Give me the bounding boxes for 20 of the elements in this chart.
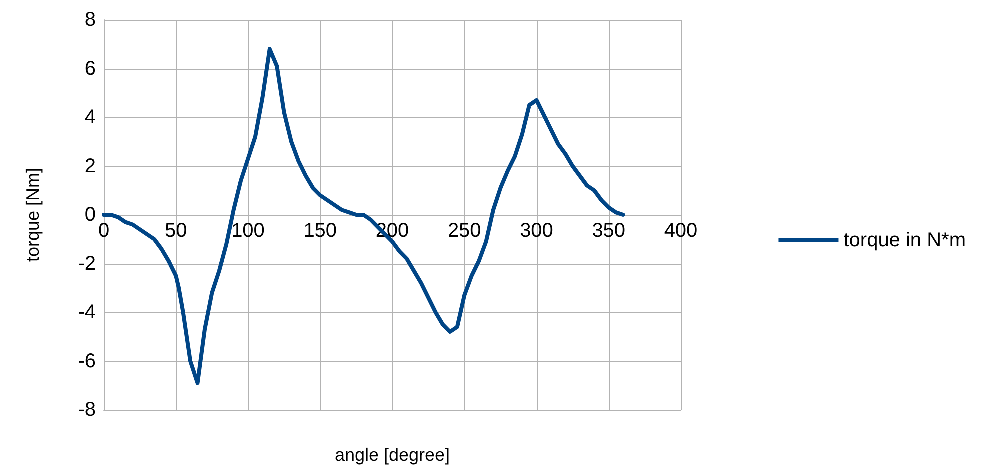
x-tick-label: 0 bbox=[98, 220, 110, 242]
y-tick-label: 0 bbox=[84, 204, 96, 226]
y-tick-label: -8 bbox=[78, 399, 96, 421]
x-tick-label: 150 bbox=[304, 220, 338, 242]
x-tick-label: 300 bbox=[520, 220, 554, 242]
y-tick-label: -4 bbox=[78, 302, 96, 324]
y-tick-label: 2 bbox=[84, 155, 96, 178]
x-tick-label: 350 bbox=[592, 220, 626, 242]
x-tick-label: 400 bbox=[664, 220, 698, 242]
y-tick-label: 6 bbox=[84, 58, 96, 80]
y-tick-label: -2 bbox=[78, 252, 96, 275]
y-tick-label: 4 bbox=[84, 106, 96, 128]
x-tick-label: 250 bbox=[448, 220, 482, 242]
y-tick-label: 8 bbox=[84, 9, 96, 31]
x-tick-label: 100 bbox=[232, 220, 265, 242]
y-tick-label: -6 bbox=[78, 350, 96, 372]
legend-label: torque in N*m bbox=[844, 230, 966, 252]
x-tick-label: 50 bbox=[165, 220, 188, 242]
x-axis-title: angle [degree] bbox=[334, 445, 450, 465]
y-axis-title: torque [Nm] bbox=[23, 168, 43, 262]
